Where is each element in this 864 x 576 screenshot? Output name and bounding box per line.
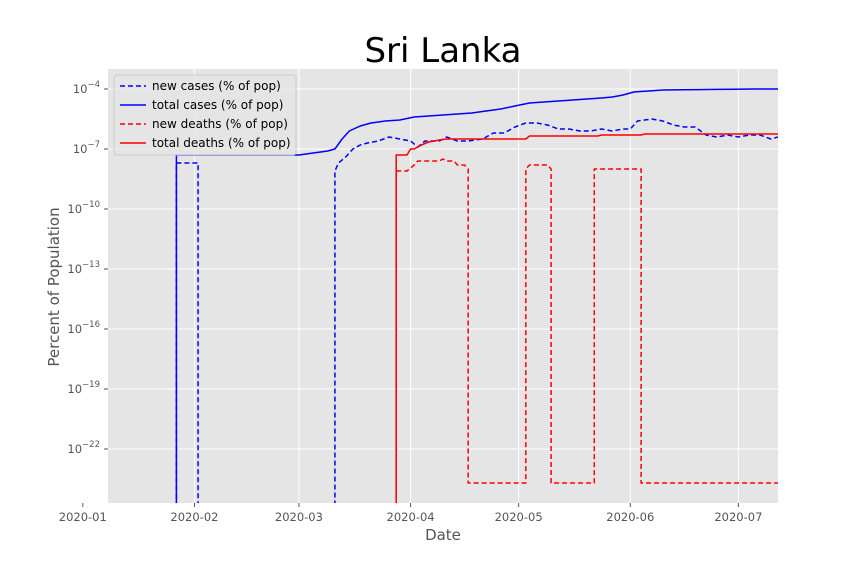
legend-label: total cases (% of pop) [152, 98, 283, 112]
legend-box [113, 74, 297, 156]
chart-title: Sri Lanka [364, 31, 521, 71]
legend: new cases (% of pop) total cases (% of po… [113, 74, 297, 156]
y-axis-title: Percent of Population [45, 207, 63, 366]
y-tick-label: 10−16 [67, 320, 100, 336]
series-layer [175, 88, 778, 503]
x-tick-label: 2020-03 [275, 510, 323, 524]
x-tick-label: 2020-04 [387, 510, 435, 524]
x-tick-label: 2020-05 [495, 510, 543, 524]
y-tick-label: 10−22 [67, 440, 100, 456]
y-axis-ticks: 10−4 10−7 10−10 10−13 10−16 10−19 10−22 [67, 80, 108, 456]
series-line-new-cases [175, 118, 778, 503]
grid-lines [82, 69, 778, 503]
series-line-total-deaths [395, 133, 778, 503]
y-tick-label: 10−13 [67, 260, 100, 276]
legend-label: total deaths (% of pop) [152, 136, 291, 150]
x-tick-label: 2020-02 [170, 510, 218, 524]
legend-label: new deaths (% of pop) [152, 117, 288, 131]
series-line-new-deaths [395, 158, 778, 503]
y-tick-label: 10−4 [73, 80, 100, 96]
x-axis-title: Date [425, 526, 461, 544]
y-tick-label: 10−10 [67, 200, 100, 216]
legend-label: new cases (% of pop) [152, 79, 281, 93]
x-tick-label: 2020-07 [714, 510, 762, 524]
y-tick-label: 10−7 [73, 140, 100, 156]
x-tick-label: 2020-01 [59, 510, 107, 524]
x-axis-ticks: 2020-01 2020-02 2020-03 2020-04 2020-05 2020-… [59, 503, 762, 524]
x-tick-label: 2020-06 [606, 510, 654, 524]
series-line-total-cases [175, 88, 778, 503]
y-tick-label: 10−19 [67, 380, 100, 396]
